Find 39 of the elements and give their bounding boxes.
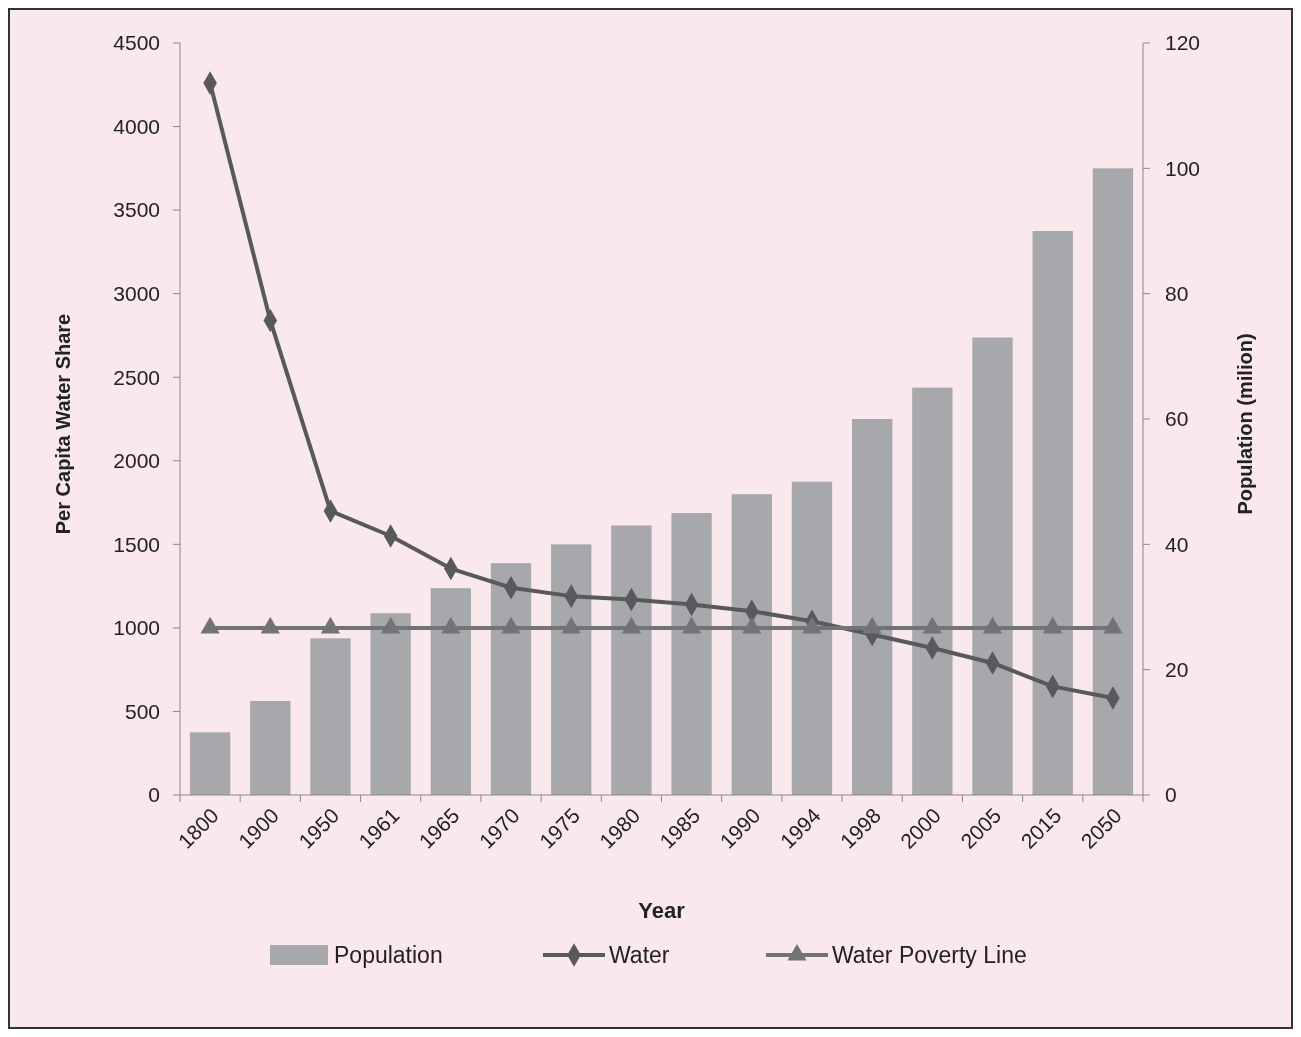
y-tick-label: 500 (124, 699, 160, 723)
y-tick-label: 1500 (113, 532, 160, 556)
y-tick-label: 2500 (113, 365, 160, 389)
bar (1032, 231, 1073, 795)
y2-axis-title: Population (milion) (1234, 333, 1256, 515)
legend-label: Population (334, 942, 443, 969)
bar (972, 337, 1013, 795)
bar (250, 701, 291, 795)
y2-tick-label: 100 (1165, 156, 1201, 180)
y-tick-label: 4000 (113, 114, 160, 138)
bar (551, 544, 592, 795)
y-tick-label: 1000 (113, 616, 160, 640)
bar (851, 419, 893, 795)
y-axis-title: Per Capita Water Share (52, 313, 74, 535)
bar (430, 588, 472, 795)
y2-tick-label: 80 (1165, 282, 1189, 306)
bar (490, 563, 532, 795)
bar (671, 513, 712, 795)
y2-tick-label: 60 (1165, 407, 1189, 431)
bar (310, 638, 351, 795)
legend-label: Water (609, 942, 670, 969)
bar (611, 525, 652, 795)
y2-tick-label: 40 (1165, 532, 1189, 556)
y2-tick-label: 20 (1165, 658, 1189, 682)
bar (731, 494, 772, 795)
y2-tick-label: 0 (1165, 783, 1177, 807)
legend-label: Water Poverty Line (832, 942, 1027, 969)
bar (189, 732, 231, 795)
x-axis-title: Year (638, 898, 686, 923)
y-tick-label: 4500 (113, 31, 160, 55)
y-tick-label: 3500 (113, 198, 160, 222)
y-tick-label: 3000 (113, 282, 160, 306)
bar (1092, 168, 1134, 795)
y2-tick-label: 120 (1165, 31, 1201, 55)
bar (791, 481, 833, 795)
bar (912, 387, 953, 795)
y-tick-label: 0 (148, 783, 160, 807)
bar (370, 613, 411, 795)
y-tick-label: 2000 (113, 449, 160, 473)
